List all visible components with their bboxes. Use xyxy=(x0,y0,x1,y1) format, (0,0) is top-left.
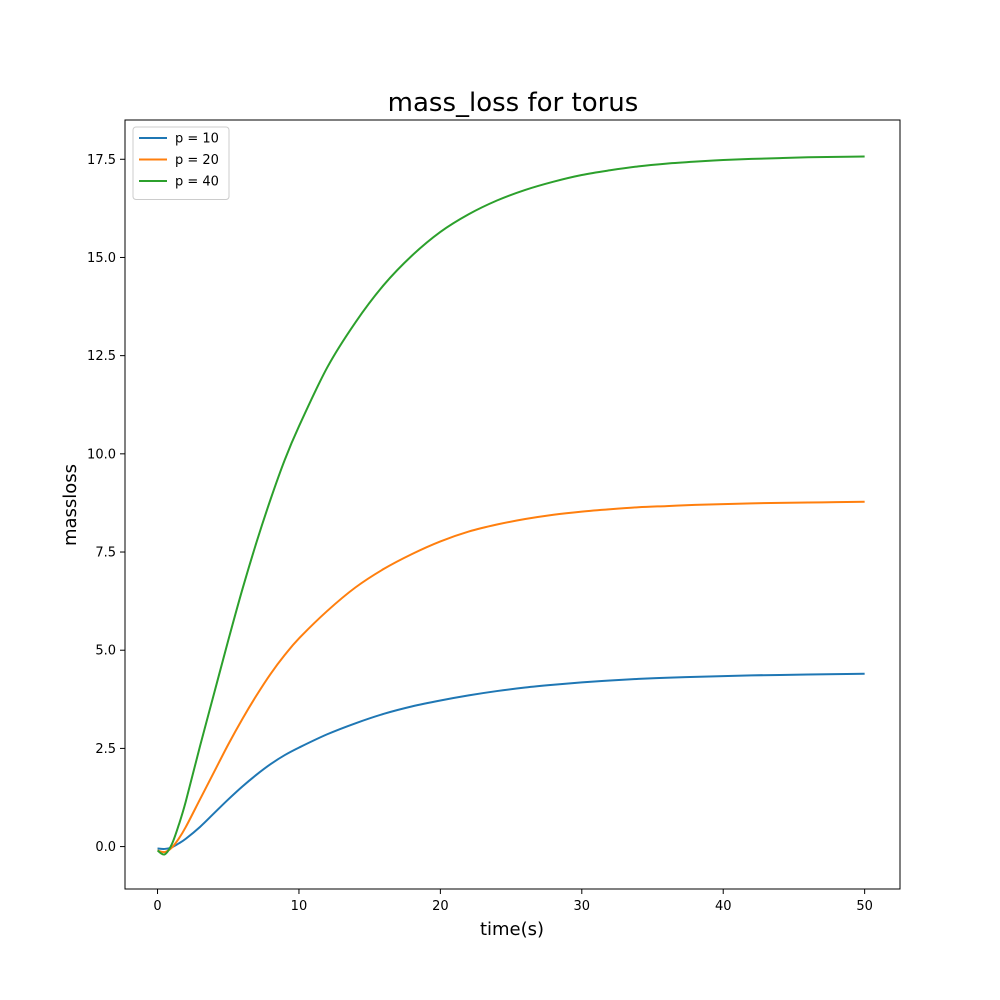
y-tick-label: 17.5 xyxy=(87,153,116,168)
y-tick-label: 0.0 xyxy=(95,840,116,855)
y-axis-ticks: 0.0 2.5 5.0 7.5 10.0 12.5 15.0 17.5 xyxy=(87,153,125,855)
x-tick-label: 50 xyxy=(856,899,873,914)
series-line-3 xyxy=(156,155,865,856)
y-tick-label: 7.5 xyxy=(95,546,116,561)
x-tick-label: 20 xyxy=(432,899,449,914)
x-tick-label: 40 xyxy=(715,899,732,914)
chart-title: mass_loss for torus xyxy=(388,88,639,118)
legend-label: p = 10 xyxy=(175,132,219,147)
x-axis-label: time(s) xyxy=(480,919,544,940)
legend-label: p = 20 xyxy=(175,153,219,168)
series-lines xyxy=(156,155,865,856)
series-line-2 xyxy=(157,500,865,854)
x-tick-label: 30 xyxy=(574,899,591,914)
plot-frame xyxy=(124,119,901,890)
x-tick-label: 10 xyxy=(291,899,308,914)
x-axis-ticks: 0 10 20 30 40 50 xyxy=(153,889,873,914)
y-tick-label: 15.0 xyxy=(87,251,116,266)
y-tick-label: 2.5 xyxy=(95,742,116,757)
y-tick-label: 5.0 xyxy=(95,644,116,659)
y-axis-label: massloss xyxy=(60,464,81,546)
y-tick-label: 10.0 xyxy=(87,447,116,462)
series-line-1 xyxy=(157,672,865,850)
legend-label: p = 40 xyxy=(175,175,219,190)
legend: p = 10 p = 20 p = 40 xyxy=(132,126,230,200)
x-tick-label: 0 xyxy=(153,899,161,914)
y-tick-label: 12.5 xyxy=(87,349,116,364)
